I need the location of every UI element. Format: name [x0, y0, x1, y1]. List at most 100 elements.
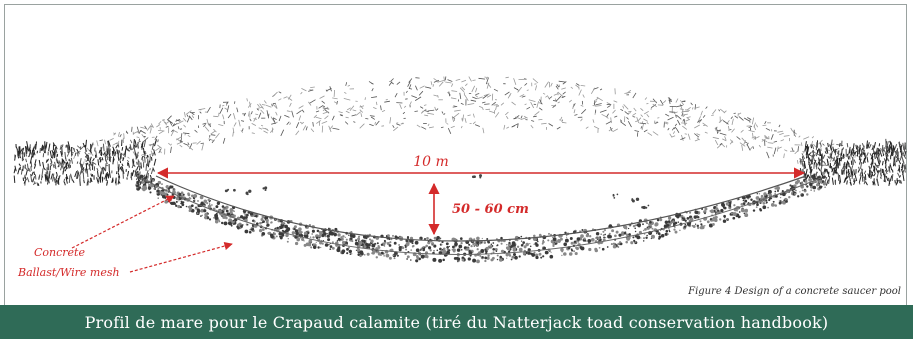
bank-stroke — [809, 167, 812, 174]
vegetation-stroke — [257, 103, 260, 108]
vegetation-stroke — [309, 99, 316, 104]
vegetation-stroke — [332, 127, 340, 130]
vegetation-stroke — [179, 119, 182, 122]
gravel-dot — [452, 245, 455, 249]
gravel-dot — [683, 216, 686, 219]
gravel-dot — [634, 230, 637, 233]
vegetation-stroke — [561, 119, 563, 122]
bank-stroke — [874, 151, 877, 155]
bank-stroke — [819, 149, 822, 157]
gravel-dot — [221, 205, 225, 208]
gravel-dot — [185, 205, 188, 208]
gravel-dot — [174, 203, 177, 205]
bank-stroke — [805, 174, 809, 180]
bank-stroke — [870, 171, 874, 179]
bank-stroke — [75, 171, 79, 179]
vegetation-stroke — [539, 99, 543, 105]
bank-stroke — [145, 170, 149, 176]
vegetation-stroke — [251, 111, 253, 115]
vegetation-stroke — [766, 151, 770, 159]
vegetation-stroke — [657, 117, 660, 119]
gravel-dot — [729, 200, 732, 203]
gravel-dot — [246, 224, 249, 226]
gravel-dot — [383, 239, 386, 243]
bank-stroke — [894, 179, 896, 184]
vegetation-stroke — [408, 78, 413, 83]
gravel-dot — [625, 233, 629, 236]
bank-stroke — [132, 145, 135, 151]
bank-stroke — [76, 172, 80, 179]
gravel-dot — [708, 223, 713, 228]
bank-stroke — [842, 153, 845, 159]
gravel-dot — [651, 227, 654, 230]
vegetation-stroke — [682, 125, 688, 130]
vegetation-stroke — [803, 136, 810, 140]
debris-dot — [233, 188, 236, 192]
bank-stroke — [32, 176, 35, 182]
vegetation-stroke — [427, 123, 430, 127]
bank-stroke — [823, 160, 826, 165]
vegetation-stroke — [681, 112, 684, 117]
gravel-dot — [147, 186, 152, 190]
bank-stroke — [799, 158, 802, 165]
vegetation-stroke — [538, 102, 543, 105]
bank-stroke — [98, 149, 101, 154]
vegetation-stroke — [677, 119, 681, 126]
vegetation-stroke — [752, 132, 754, 138]
gravel-dot — [470, 244, 473, 248]
gravel-dot — [207, 204, 212, 209]
bank-stroke — [825, 147, 828, 152]
bank-stroke — [837, 150, 839, 155]
bank-stroke — [33, 144, 36, 150]
vegetation-stroke — [272, 91, 278, 97]
bank-stroke — [118, 164, 120, 172]
vegetation-stroke — [369, 123, 374, 127]
gravel-dot — [415, 255, 419, 258]
gravel-dot — [140, 180, 144, 184]
vegetation-stroke — [269, 128, 274, 134]
bank-stroke — [804, 145, 807, 152]
gravel-dot — [396, 254, 399, 257]
vegetation-stroke — [396, 81, 401, 85]
vegetation-stroke — [474, 124, 480, 127]
vegetation-stroke — [313, 114, 317, 119]
bank-stroke — [831, 177, 834, 185]
vegetation-stroke — [610, 117, 612, 124]
vegetation-stroke — [381, 110, 386, 112]
gravel-dot — [371, 243, 376, 248]
debris-dot — [227, 188, 230, 191]
vegetation-stroke — [441, 111, 444, 114]
gravel-dot — [317, 246, 320, 249]
gravel-dot — [472, 258, 477, 263]
gravel-dot — [225, 205, 229, 209]
gravel-dot — [785, 200, 788, 203]
bank-stroke — [112, 158, 115, 163]
vegetation-stroke — [438, 81, 444, 87]
pond-diagram: 10 m 50 - 60 cm Concrete Ballast/Wire me… — [13, 76, 907, 297]
gravel-dot — [542, 240, 545, 244]
bank-stroke — [821, 153, 824, 159]
gravel-dot — [349, 253, 352, 255]
gravel-dot — [331, 246, 335, 250]
vegetation-stroke — [150, 123, 154, 128]
gravel-dot — [704, 207, 708, 211]
gravel-dot — [774, 190, 777, 193]
vegetation-stroke — [187, 142, 190, 146]
gravel-dot — [169, 201, 173, 205]
vegetation-stroke — [712, 136, 719, 140]
vegetation-stroke — [454, 109, 461, 112]
vegetation-stroke — [613, 100, 618, 103]
gravel-dot — [177, 205, 181, 209]
gravel-dot — [620, 232, 623, 235]
bank-stroke — [131, 163, 134, 169]
vegetation-stroke — [180, 138, 182, 143]
vegetation-stroke — [298, 105, 304, 109]
vegetation-stroke — [340, 114, 343, 117]
gravel-dot — [180, 201, 184, 205]
gravel-dot — [312, 236, 315, 239]
bank-stroke — [105, 158, 108, 165]
gravel-dot — [466, 247, 470, 251]
vegetation-stroke — [375, 101, 378, 106]
vegetation-stroke — [369, 115, 375, 117]
debris-dot — [612, 193, 615, 196]
